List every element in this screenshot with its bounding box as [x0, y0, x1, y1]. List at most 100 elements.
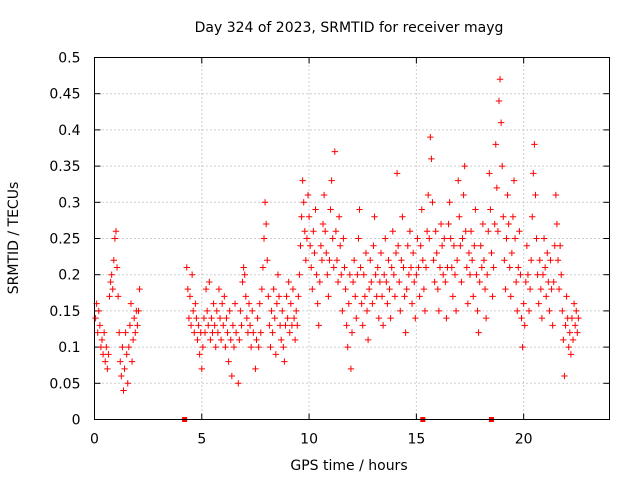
data-point [364, 336, 372, 344]
data-point [372, 271, 379, 278]
data-point [92, 314, 99, 322]
data-point [310, 228, 317, 235]
data-point [241, 271, 248, 278]
data-point [392, 249, 400, 257]
data-point [345, 300, 352, 307]
data-point [350, 257, 358, 264]
data-point [223, 314, 230, 322]
data-point [309, 285, 316, 293]
data-point [311, 249, 318, 257]
data-point [308, 264, 315, 271]
data-point [271, 314, 278, 322]
data-point [130, 314, 138, 322]
data-point [534, 271, 541, 278]
data-point [368, 278, 375, 286]
data-point [406, 228, 414, 235]
data-point [291, 336, 299, 344]
data-point [332, 228, 340, 235]
data-point [360, 271, 368, 278]
data-point [558, 271, 565, 278]
data-point [390, 271, 398, 278]
data-point [490, 264, 497, 271]
data-point [562, 322, 569, 329]
data-point [245, 300, 253, 307]
data-point [450, 242, 458, 249]
data-point [541, 264, 549, 271]
data-point [354, 271, 361, 278]
data-point [298, 213, 305, 220]
data-point [331, 148, 339, 155]
y-axis-label: SRMTID / TECUs [6, 182, 22, 295]
data-point [269, 329, 276, 336]
data-point [125, 343, 133, 351]
data-point [538, 314, 546, 322]
data-point [209, 329, 216, 336]
data-point [136, 285, 143, 293]
data-point [442, 278, 449, 286]
data-point [359, 322, 366, 329]
data-point [114, 293, 122, 300]
data-point [99, 351, 107, 358]
data-point [222, 343, 229, 351]
data-point [474, 307, 481, 315]
data-point [549, 322, 556, 329]
data-point [208, 314, 215, 322]
data-point [363, 307, 371, 315]
data-point [352, 293, 359, 300]
data-point [226, 307, 233, 315]
data-point [556, 242, 564, 249]
data-point [546, 307, 553, 315]
data-point [289, 285, 297, 293]
data-point [500, 213, 507, 220]
data-point [417, 242, 424, 249]
data-point [274, 271, 282, 278]
data-point [504, 191, 511, 199]
data-point [329, 235, 336, 242]
data-point [123, 351, 130, 358]
data-point [575, 314, 582, 322]
data-point [190, 307, 197, 315]
data-point [275, 293, 283, 300]
data-point [295, 293, 302, 300]
data-point [569, 336, 577, 344]
data-point [237, 307, 244, 315]
data-point [554, 257, 562, 264]
data-point [550, 278, 557, 286]
data-point [544, 249, 551, 257]
data-point [553, 220, 561, 228]
data-point [214, 329, 222, 336]
data-point [574, 329, 581, 336]
data-point [340, 235, 347, 242]
data-point [536, 257, 543, 264]
data-point [97, 343, 105, 351]
data-point [95, 307, 102, 315]
data-point [509, 213, 517, 220]
data-point [384, 300, 391, 307]
data-point [264, 257, 271, 264]
data-point [371, 213, 378, 220]
data-point [303, 235, 311, 242]
data-point [468, 257, 476, 264]
data-point [196, 351, 203, 358]
data-point [103, 343, 110, 351]
data-point [302, 257, 310, 264]
data-point [369, 300, 376, 307]
data-point [419, 257, 427, 264]
data-point [412, 314, 419, 322]
data-point [491, 220, 498, 228]
data-point [194, 336, 201, 344]
data-point [502, 285, 509, 293]
data-point [199, 343, 207, 351]
y-tick-label: 0.45 [49, 87, 80, 103]
data-point [108, 271, 115, 278]
y-tick-label: 0 [72, 413, 81, 429]
data-point [301, 228, 308, 235]
data-point [526, 285, 534, 293]
data-point [561, 372, 568, 380]
data-point [436, 264, 444, 271]
data-point [225, 358, 232, 365]
data-point [362, 249, 370, 257]
x-axis-label: GPS time / hours [290, 458, 407, 474]
data-point [443, 314, 450, 322]
data-point [421, 307, 429, 315]
